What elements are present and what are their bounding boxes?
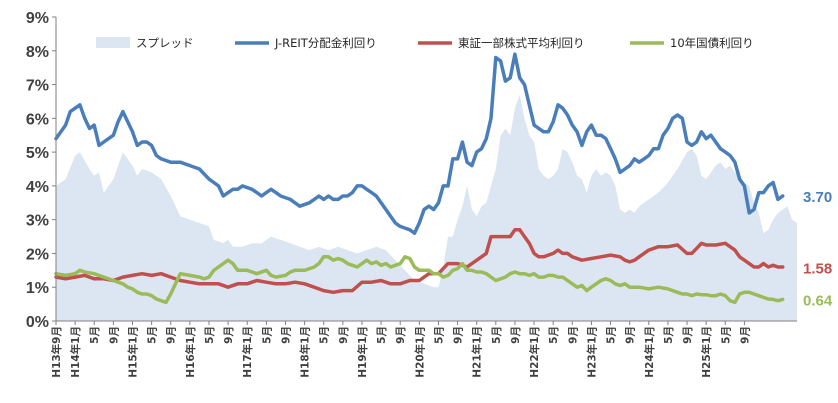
x-tick-label: 5月 [261, 326, 273, 344]
x-tick-label: H18年1月 [299, 326, 312, 378]
x-tick-label: 9月 [682, 326, 694, 344]
spread-area [56, 94, 797, 321]
y-tick-label: 1% [26, 280, 49, 297]
y-tick-label: 3% [26, 213, 49, 230]
end-labels: 3.70 1.58 0.64 [803, 189, 833, 309]
x-tick-label: H16年1月 [184, 326, 197, 378]
x-tick-label: 9月 [166, 326, 178, 344]
x-tick-label: 9月 [338, 326, 350, 344]
end-value-label: 1.58 [803, 261, 832, 278]
x-tick-label: H17年1月 [241, 326, 254, 378]
x-tick-label: 5月 [204, 326, 216, 344]
x-tick-label: H23年1月 [585, 326, 598, 378]
y-axis: 0% 1% 2% 3% 4% 5% 6% 7% 8% 9% [26, 10, 57, 331]
y-tick-label: 5% [26, 145, 49, 162]
x-tick-label: H13年9月 [50, 326, 63, 378]
x-tick-label: 5月 [89, 326, 101, 344]
legend-label: 10年国債利回り [670, 36, 754, 50]
series-line-1 [54, 52, 785, 235]
x-tick-label: H24年1月 [643, 326, 656, 378]
y-tick-label: 0% [26, 314, 49, 331]
legend-label: スプレッド [136, 36, 194, 50]
x-tick-label: 9月 [567, 326, 579, 344]
x-tick-label: 9月 [510, 326, 522, 344]
plot-area [54, 52, 797, 321]
x-tick-label: 5月 [663, 326, 675, 344]
legend-swatch-area [96, 37, 130, 48]
y-tick-label: 2% [26, 246, 49, 263]
y-tick-label: 7% [26, 78, 49, 95]
x-axis: H13年9月 H14年1月 5月 9月 H15年1月 5月 9月 H16年1月 5月 9月 H17年… [50, 320, 797, 378]
legend-label: J-REIT分配金利回り [274, 36, 377, 50]
x-tick-label: H15年1月 [126, 326, 139, 378]
x-tick-label: H20年1月 [413, 326, 426, 378]
x-tick-label: 9月 [223, 326, 235, 344]
legend-label: 東証一部株式平均利回り [458, 36, 585, 50]
x-tick-label: 5月 [720, 326, 732, 344]
x-tick-label: H25年1月 [700, 326, 713, 378]
legend: スプレッド J-REIT分配金利回り 東証一部株式平均利回り 10年国債利回り [96, 36, 754, 50]
x-tick-label: 5月 [319, 326, 331, 344]
x-tick-label: H21年1月 [471, 326, 484, 378]
x-tick-label: 5月 [376, 326, 388, 344]
y-tick-label: 4% [26, 179, 49, 196]
y-tick-label: 9% [26, 10, 49, 27]
y-tick-label: 8% [26, 44, 49, 61]
x-tick-label: 9月 [453, 326, 465, 344]
series-line-3 [54, 255, 785, 305]
x-tick-label: H14年1月 [69, 326, 82, 378]
end-value-label: 0.64 [803, 292, 833, 309]
x-tick-label: 9月 [108, 326, 120, 344]
x-tick-label: 5月 [548, 326, 560, 344]
x-tick-label: 5月 [433, 326, 445, 344]
y-tick-label: 6% [26, 111, 49, 128]
x-tick-label: 5月 [147, 326, 159, 344]
series-line-2 [54, 228, 785, 295]
x-tick-label: 5月 [491, 326, 503, 344]
x-tick-label: 9月 [280, 326, 292, 344]
x-tick-label: 9月 [739, 326, 751, 344]
end-value-label: 3.70 [803, 189, 832, 206]
x-tick-label: 5月 [606, 326, 618, 344]
x-tick-label: H22年1月 [528, 326, 541, 378]
x-tick-label: 9月 [395, 326, 407, 344]
x-tick-label: H19年1月 [356, 326, 369, 378]
x-tick-label: 9月 [625, 326, 637, 344]
